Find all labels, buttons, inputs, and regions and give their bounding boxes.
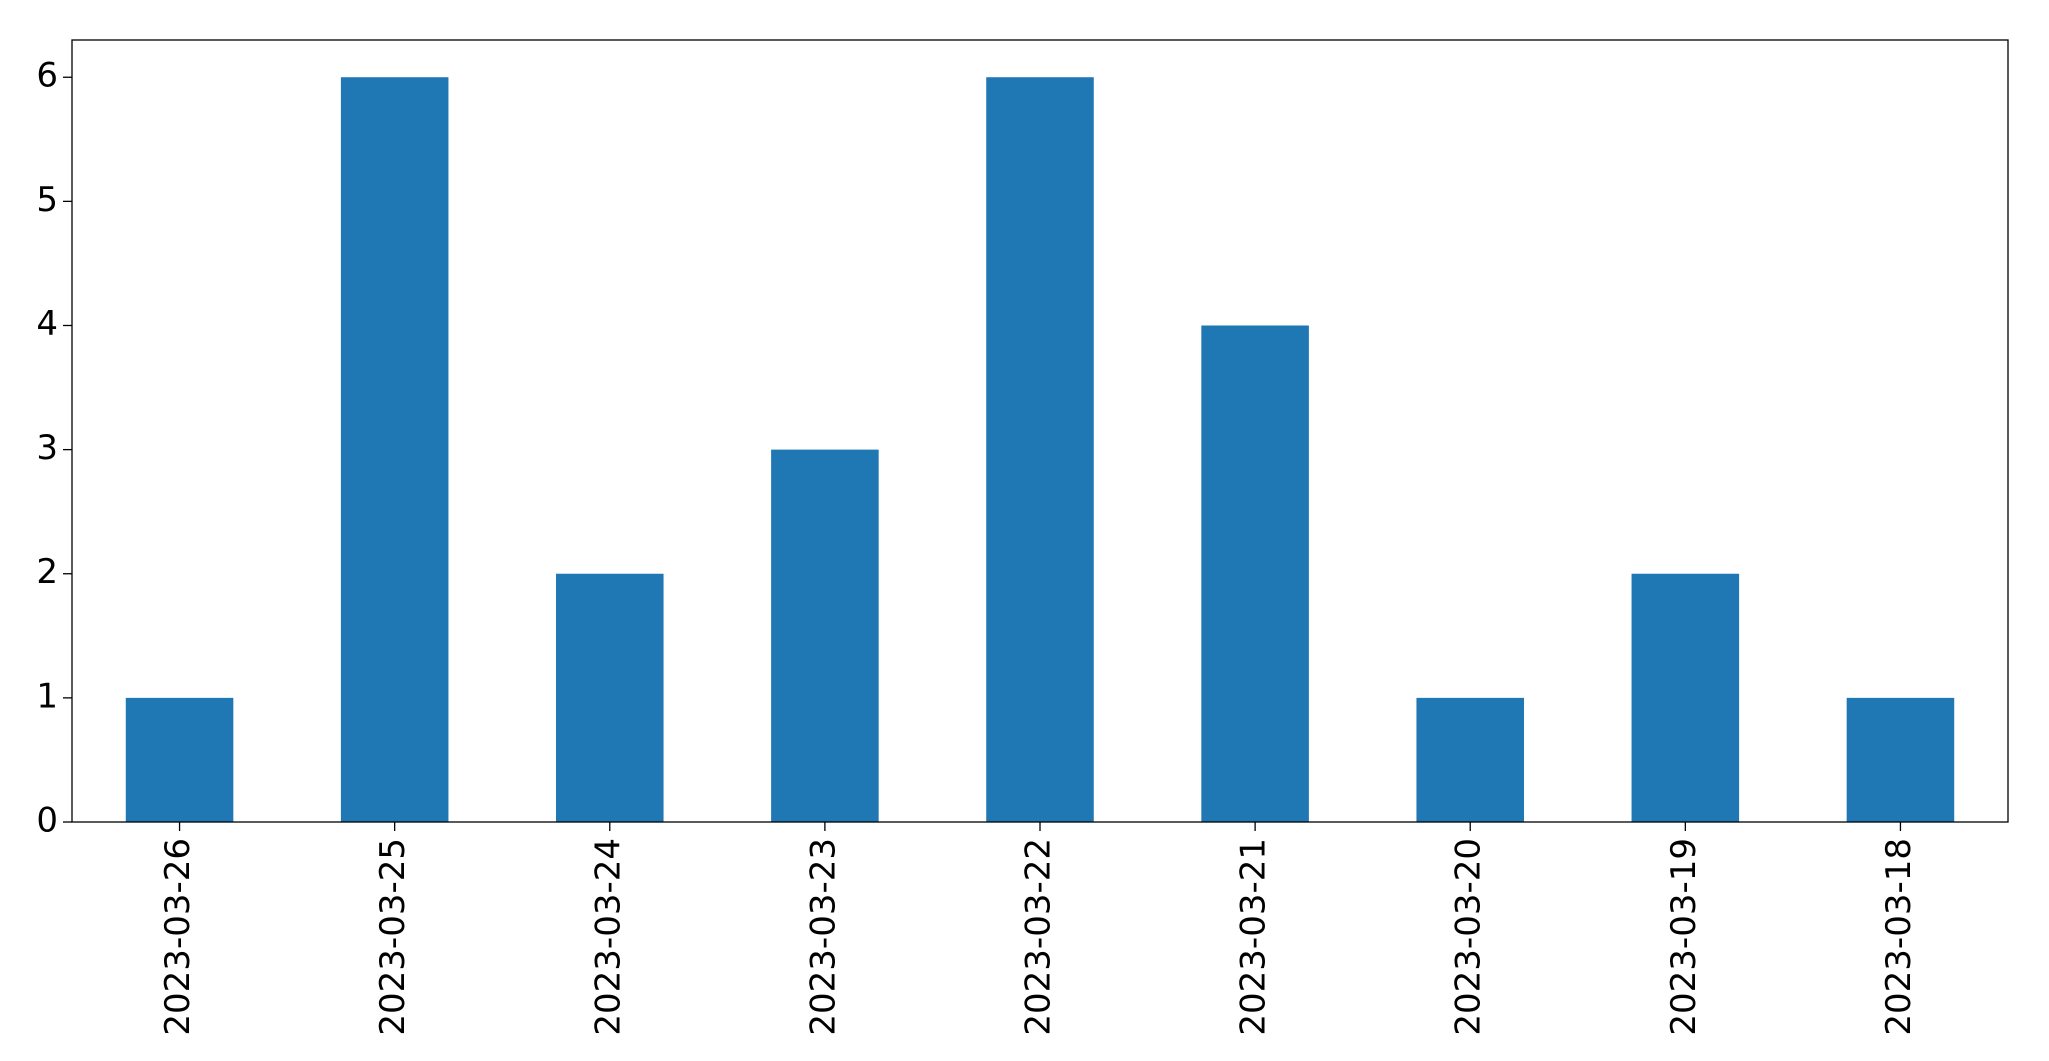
bar bbox=[125, 697, 234, 822]
bar bbox=[556, 573, 664, 822]
x-tick-label: 2023-03-20 bbox=[1449, 838, 1489, 1036]
plot-frame bbox=[71, 39, 2009, 823]
x-tick-label: 2023-03-19 bbox=[1664, 838, 1704, 1036]
bar bbox=[1416, 697, 1524, 822]
bar bbox=[771, 449, 879, 822]
bar bbox=[1631, 573, 1740, 822]
x-tick-label: 2023-03-18 bbox=[1879, 838, 1919, 1036]
y-tick-label: 5 bbox=[36, 180, 58, 220]
x-tick-label: 2023-03-25 bbox=[373, 838, 413, 1036]
bar bbox=[1846, 697, 1955, 822]
bar bbox=[1201, 325, 1309, 822]
bar bbox=[340, 77, 449, 822]
y-tick-label: 1 bbox=[36, 676, 58, 716]
bar bbox=[986, 77, 1094, 822]
y-tick-label: 4 bbox=[36, 304, 58, 344]
x-tick-label: 2023-03-22 bbox=[1019, 838, 1059, 1036]
x-tick-label: 2023-03-23 bbox=[803, 838, 843, 1036]
y-tick-label: 2 bbox=[36, 552, 58, 592]
y-tick-label: 0 bbox=[36, 801, 58, 841]
x-tick-label: 2023-03-21 bbox=[1234, 838, 1274, 1036]
y-tick-label: 3 bbox=[36, 428, 58, 468]
x-tick-label: 2023-03-26 bbox=[158, 838, 198, 1036]
y-tick-label: 6 bbox=[36, 56, 58, 96]
x-tick-label: 2023-03-24 bbox=[588, 838, 628, 1036]
